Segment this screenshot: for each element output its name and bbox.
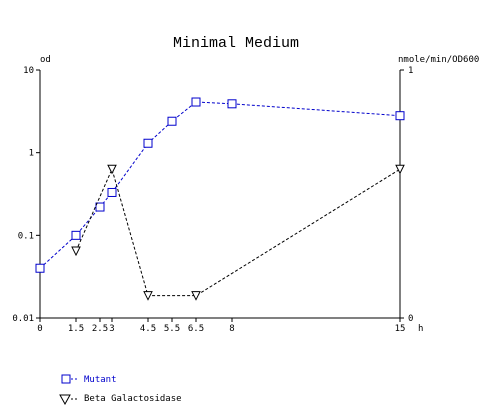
data-point <box>107 164 117 175</box>
y-right-tick-label: 1 <box>408 66 413 76</box>
y-left-tick-label: 1 <box>29 149 34 159</box>
x-tick-label: 3 <box>109 324 114 334</box>
x-tick-label: 5.5 <box>164 324 180 334</box>
data-point <box>191 291 201 301</box>
data-point <box>167 116 177 126</box>
data-point <box>395 164 405 175</box>
x-tick-label: 0 <box>37 324 42 334</box>
data-point <box>35 263 45 273</box>
legend-beta-marker <box>59 394 71 405</box>
x-tick-label: 8 <box>229 324 234 334</box>
chart-title: Minimal Medium <box>173 35 299 52</box>
data-point <box>95 202 105 212</box>
x-axis-label: h <box>418 324 423 334</box>
data-point <box>143 291 153 301</box>
data-point <box>71 230 81 240</box>
legend-label: Beta Galactosidase <box>84 394 182 404</box>
x-tick-label: 4.5 <box>140 324 156 334</box>
series-layer <box>35 97 405 301</box>
x-tick-label: 1.5 <box>68 324 84 334</box>
legend-mutant-marker <box>61 374 71 384</box>
series-line <box>39 101 401 269</box>
data-point <box>227 99 237 109</box>
legend: Mutant Beta Galactosidase <box>59 374 182 405</box>
legend-label: Mutant <box>84 375 117 385</box>
y-right-tick-label: 0 <box>408 314 413 324</box>
x-tick-label: 2.5 <box>92 324 108 334</box>
data-point <box>107 187 117 197</box>
data-point <box>71 246 81 257</box>
data-point <box>143 138 153 148</box>
data-point <box>395 111 405 121</box>
x-tick-label: 15 <box>395 324 406 334</box>
y-left-tick-label: 0.1 <box>18 231 34 241</box>
y-axis-right-label: nmole/min/OD600 <box>398 55 479 65</box>
data-point <box>191 97 201 107</box>
y-right-ticks: 01 <box>400 66 413 324</box>
y-axis-left-label: od <box>40 55 51 65</box>
x-ticks: 0 1.5 2.5 3 4.5 5.5 6.5 8 15 <box>37 318 405 334</box>
series-line <box>75 167 401 297</box>
y-left-tick-label: 0.01 <box>12 314 34 324</box>
y-left-ticks: 0.01 0.1 1 10 <box>12 66 40 324</box>
y-left-tick-label: 10 <box>23 66 34 76</box>
x-tick-label: 6.5 <box>188 324 204 334</box>
